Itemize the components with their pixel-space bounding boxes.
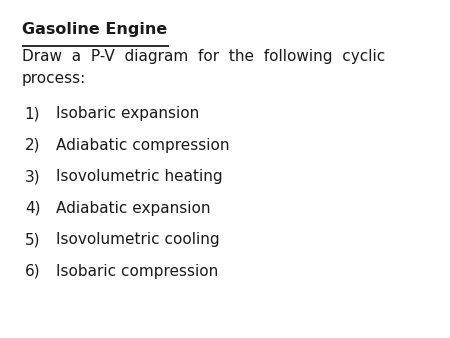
Text: Isobaric expansion: Isobaric expansion (56, 106, 199, 121)
Text: 3): 3) (25, 169, 40, 184)
Text: Isovolumetric heating: Isovolumetric heating (56, 169, 223, 184)
Text: Isobaric compression: Isobaric compression (56, 264, 219, 279)
Text: 4): 4) (25, 201, 40, 216)
Text: Adiabatic compression: Adiabatic compression (56, 138, 230, 153)
Text: 5): 5) (25, 232, 40, 247)
Text: 1): 1) (25, 106, 40, 121)
Text: 2): 2) (25, 138, 40, 153)
Text: Gasoline Engine: Gasoline Engine (22, 22, 167, 37)
Text: Isovolumetric cooling: Isovolumetric cooling (56, 232, 220, 247)
Text: Adiabatic expansion: Adiabatic expansion (56, 201, 211, 216)
Text: Draw  a  P-V  diagram  for  the  following  cyclic: Draw a P-V diagram for the following cyc… (22, 49, 385, 64)
Text: process:: process: (22, 71, 86, 86)
Text: 6): 6) (25, 264, 40, 279)
